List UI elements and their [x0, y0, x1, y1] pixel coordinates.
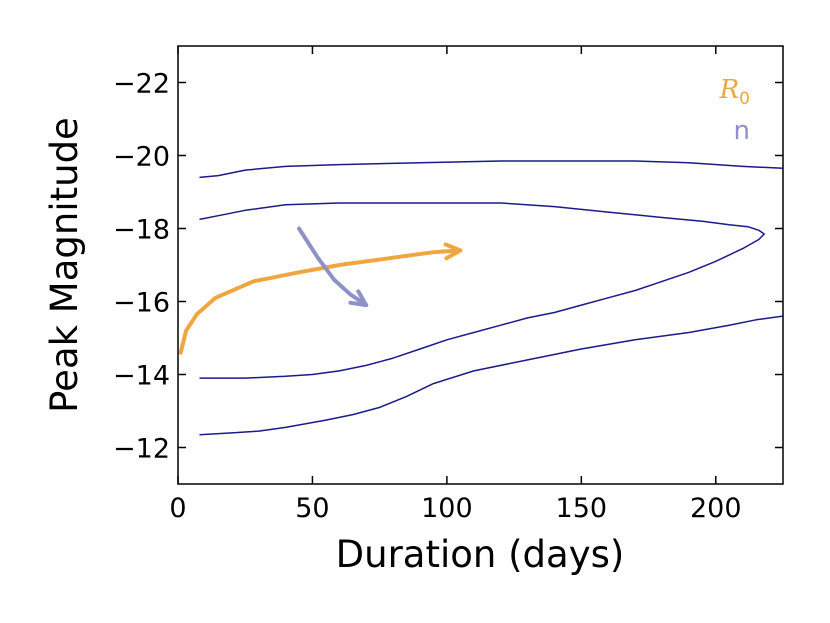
y-tick-label: −22 — [113, 69, 170, 100]
tick-layer: 0 50 100 150 200 −12 −14 −16 −18 −20 −22 — [113, 46, 783, 524]
series-n-arrowhead — [348, 289, 369, 308]
inner-contour-loop — [199, 202, 765, 379]
y-tick-label: −18 — [113, 215, 170, 246]
outer-contour-upper — [199, 160, 783, 179]
legend: R0 n — [719, 75, 750, 146]
series-r0-arrowhead — [443, 242, 463, 261]
contour-layer — [199, 160, 783, 436]
series-n-line — [297, 226, 369, 308]
y-tick-label: −20 — [113, 142, 170, 173]
legend-label-r0: R0 — [719, 75, 750, 109]
x-tick-label: 200 — [690, 493, 742, 524]
legend-label-n: n — [734, 116, 750, 146]
y-tick-label: −16 — [113, 288, 170, 319]
legend-r0-main: R — [719, 75, 740, 105]
x-axis-title: Duration (days) — [336, 533, 625, 576]
y-axis-title: Peak Magnitude — [43, 117, 86, 413]
legend-r0-subscript: 0 — [739, 89, 750, 109]
x-tick-label: 0 — [169, 493, 186, 524]
x-tick-label: 100 — [421, 493, 473, 524]
x-tick-label: 50 — [295, 493, 329, 524]
y-tick-label: −12 — [113, 434, 170, 465]
outer-contour-lower — [199, 315, 783, 436]
series-layer — [178, 226, 463, 355]
y-tick-label: −14 — [113, 361, 170, 392]
x-tick-label: 150 — [556, 493, 608, 524]
series-r0-line — [178, 248, 463, 355]
plot-frame — [177, 45, 784, 485]
